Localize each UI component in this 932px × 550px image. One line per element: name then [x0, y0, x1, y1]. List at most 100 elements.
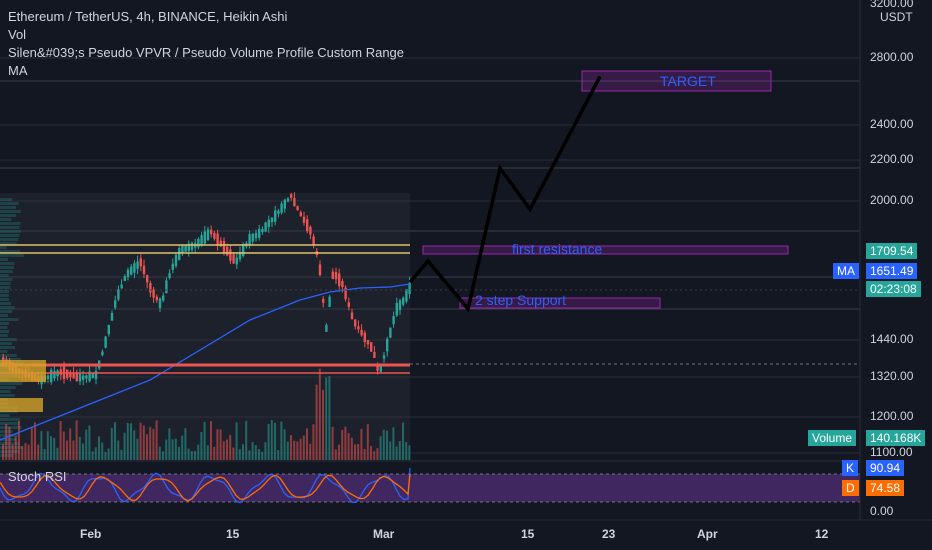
candle-body	[200, 235, 203, 246]
time-tick-label: 12	[815, 527, 829, 541]
volume-bar	[254, 445, 257, 460]
candle-body	[258, 228, 261, 238]
vpvr-bar	[0, 198, 13, 201]
ma-price-badge: 1651.49	[866, 263, 918, 279]
vpvr-bar	[0, 318, 19, 321]
candle-body	[66, 369, 69, 379]
vpvr-bar	[0, 262, 15, 265]
volume-bar	[187, 448, 190, 460]
volume-bar	[370, 446, 372, 460]
candle-body	[53, 371, 56, 379]
price-tick-label: 1440.00	[870, 332, 914, 346]
candle-body	[251, 233, 254, 242]
vpvr-bar	[0, 290, 9, 293]
vpvr-bar	[0, 382, 23, 385]
volume-bar	[344, 426, 347, 460]
projection-path[interactable]	[408, 75, 602, 313]
vpvr-bar	[0, 354, 17, 357]
volume-bar	[75, 420, 78, 460]
volume-bar	[149, 426, 152, 460]
candle-body	[110, 312, 114, 321]
volume-bar	[312, 424, 315, 460]
vpvr-bar	[0, 338, 17, 341]
candle-body	[338, 273, 341, 287]
volume-bar	[264, 442, 267, 460]
price-tick-label: 1100.00	[870, 445, 913, 459]
volume-bar	[171, 439, 174, 460]
volume-bar	[242, 444, 244, 460]
time-tick-label: 15	[521, 527, 535, 541]
vol-indicator-label[interactable]: Vol	[8, 27, 27, 42]
volume-bar	[53, 437, 56, 460]
volume-bar	[235, 422, 238, 460]
volume-bar	[30, 427, 33, 460]
vpvr-bar	[0, 230, 22, 233]
rsi-d-line	[0, 473, 411, 502]
candle-body	[334, 271, 338, 280]
volume-bar	[408, 445, 411, 460]
volume-bar	[21, 445, 24, 460]
candle-body	[126, 269, 130, 278]
candle-body	[226, 246, 229, 256]
target-box[interactable]	[581, 70, 772, 92]
symbol-title[interactable]: Ethereum / TetherUS, 4h, BINANCE, Heikin…	[8, 9, 288, 24]
candle-body	[120, 284, 123, 289]
grid-lines	[0, 57, 860, 454]
resistance-price-badge: 1709.54	[866, 243, 918, 259]
vpvr-bar	[0, 414, 10, 417]
volume-bar	[197, 444, 200, 460]
ma-indicator-label[interactable]: MA	[8, 63, 28, 78]
volume-bar	[59, 421, 62, 460]
candle-body	[165, 280, 168, 294]
candle-body	[366, 340, 370, 345]
time-tick-label: Feb	[80, 527, 102, 541]
candle-body	[206, 229, 210, 241]
volume-bar	[168, 428, 171, 460]
vpvr-bar	[0, 226, 20, 229]
candle-body	[347, 302, 350, 307]
volume-bar	[360, 428, 363, 460]
vpvr-bar	[0, 346, 16, 349]
volume-bar	[110, 427, 113, 460]
vpvr-bar	[0, 282, 11, 285]
volume-bar	[136, 438, 139, 460]
candle-body	[187, 243, 190, 252]
volume-bar	[232, 447, 235, 460]
vpvr-bar	[0, 266, 14, 269]
candle-body	[370, 342, 373, 352]
volume-bar	[216, 429, 219, 460]
price-tick-label: 3200.00	[870, 0, 914, 10]
volume-bar	[162, 451, 164, 460]
resistance-box[interactable]	[422, 245, 789, 255]
volume-bar	[8, 426, 11, 460]
candle-body	[168, 273, 171, 279]
candle-body	[238, 251, 242, 260]
candle-body	[184, 245, 187, 252]
volume-bar	[248, 450, 251, 460]
candle-body	[213, 232, 216, 239]
candle-body	[389, 327, 392, 338]
support-box[interactable]	[459, 297, 661, 309]
volume-bar	[245, 420, 248, 460]
candle-body	[235, 257, 238, 265]
candle-body	[341, 280, 344, 287]
rsi-title[interactable]: Stoch RSI	[8, 469, 67, 484]
volume-zone-2	[0, 398, 43, 412]
volume-bar	[43, 449, 46, 460]
volume-bar	[78, 436, 81, 460]
volume-bar	[181, 435, 184, 460]
time-axis[interactable]	[0, 520, 932, 550]
currency-label: USDT	[880, 10, 913, 24]
volume-bar	[306, 428, 308, 460]
volume-bar	[91, 451, 94, 460]
support-label: 2 step Support	[475, 292, 566, 308]
vpvr-indicator-label[interactable]: Silen&#039;s Pseudo VPVR / Pseudo Volume…	[8, 45, 405, 60]
volume-bar	[376, 448, 379, 460]
candle-body	[331, 271, 334, 280]
volume-bar	[88, 425, 91, 460]
candle-body	[104, 336, 107, 348]
volume-bar	[130, 423, 132, 460]
candle-body	[402, 297, 405, 305]
candle-body	[277, 210, 280, 214]
